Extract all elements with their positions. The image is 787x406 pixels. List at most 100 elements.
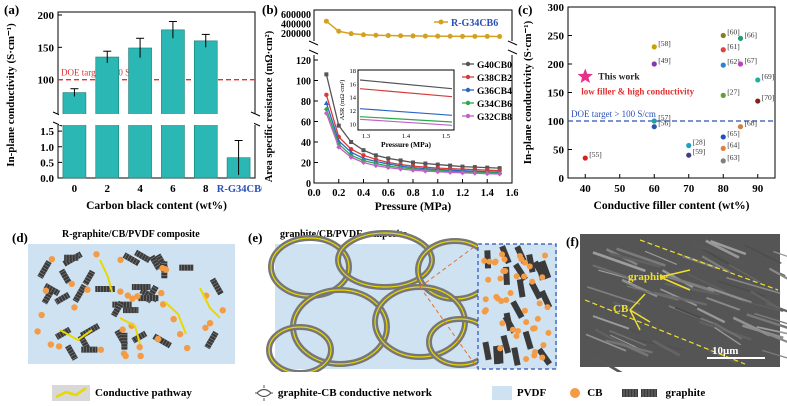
graphite-body xyxy=(528,280,543,300)
sem-texture-stroke xyxy=(667,275,715,293)
legend-cb: CB xyxy=(568,386,602,400)
ytick-label-b-upper: 200000 xyxy=(281,29,311,40)
cb-particle xyxy=(536,300,543,307)
graphite-stripe xyxy=(142,331,146,338)
legend-pvdf: PVDF xyxy=(491,386,546,400)
graphite-stripe xyxy=(70,353,76,358)
point-G40CB0 xyxy=(411,160,415,165)
sem-texture-stroke xyxy=(701,255,731,274)
sem-arrow xyxy=(629,309,641,331)
graphite-stripe xyxy=(134,336,139,342)
point-c xyxy=(686,142,692,149)
graphite-stripe xyxy=(74,295,81,300)
graphite-stripe xyxy=(62,275,69,279)
point-c xyxy=(720,32,726,39)
point-G32CB8 xyxy=(385,165,391,171)
bar-a xyxy=(193,40,218,179)
graphite-stripe xyxy=(68,351,75,355)
graphite-stripe xyxy=(84,279,90,283)
point-G40CB0 xyxy=(349,140,354,144)
graphite-flake xyxy=(528,280,543,300)
cb-particle xyxy=(500,268,507,275)
ytick-label-b-upper: 400000 xyxy=(281,20,311,31)
graphite-stripe xyxy=(61,272,67,277)
cb-particle xyxy=(119,326,126,333)
graphite-body xyxy=(204,330,219,350)
point-G32CB8 xyxy=(398,166,404,172)
graphite-stripe xyxy=(59,270,66,274)
ytick-label-a: 150 xyxy=(38,42,55,54)
sem-texture-stroke xyxy=(664,282,720,296)
xaxis-label-b: Pressure (MPa) xyxy=(375,201,452,213)
break-mark-right-top xyxy=(250,111,261,117)
point-c xyxy=(720,47,726,53)
xtick-label-c: 80 xyxy=(718,183,730,195)
xaxis-label-a: Carbon black content (wt%) xyxy=(86,200,227,212)
graphite-body xyxy=(499,245,512,265)
graphite-stripe xyxy=(58,332,63,338)
graphite-body xyxy=(138,295,159,302)
ytick-label-b: 40 xyxy=(301,138,311,149)
graphite-body xyxy=(65,344,78,361)
legend-label-G36CB4: G36CB4 xyxy=(477,87,512,97)
graphite-flake xyxy=(111,300,125,318)
sem-texture-stroke xyxy=(644,250,678,265)
cb-particle xyxy=(486,258,493,265)
point-G40CB0 xyxy=(361,148,366,153)
graphite-stripe xyxy=(212,332,218,336)
cb-particle xyxy=(513,273,520,280)
legend-row: Conductive pathway graphite-CB conductiv… xyxy=(52,382,787,404)
cb-particle xyxy=(481,308,488,315)
point-label-c: [28] xyxy=(693,138,706,147)
graphite-flake xyxy=(65,344,78,361)
graphite-stripe xyxy=(39,271,45,276)
point-label-c: [62] xyxy=(727,57,740,66)
graphite-stripe xyxy=(85,276,92,280)
graphite-stripe xyxy=(206,342,212,347)
point-r-g34cb6 xyxy=(373,32,379,38)
graphite-stripe xyxy=(116,333,123,337)
point-G40CB0 xyxy=(324,72,329,77)
graphite-stripe xyxy=(143,290,148,296)
cb-particle xyxy=(521,307,528,314)
point-G32CB8 xyxy=(484,171,490,177)
graphite-stripe xyxy=(37,274,44,279)
point-r-g34cb6 xyxy=(447,33,453,39)
sem-arrow xyxy=(659,276,691,291)
yaxis-label-b: Area specific resistance (mΩ·cm²) xyxy=(264,30,275,182)
graphite-stripe xyxy=(55,289,59,296)
point-r-g34cb6 xyxy=(435,33,441,39)
graphite-flake xyxy=(64,254,79,261)
graphite-body xyxy=(500,334,512,354)
point-G32CB8 xyxy=(336,144,342,150)
graphite-stripe xyxy=(77,252,82,258)
ytick-label-b: 60 xyxy=(301,118,311,129)
cb-particle xyxy=(529,278,536,285)
pathway-line xyxy=(119,317,141,345)
graphite-body xyxy=(503,312,514,332)
graphite-flake xyxy=(510,300,525,319)
this-work-star-icon xyxy=(577,68,593,84)
ytick-label-b: 100 xyxy=(296,77,311,88)
sem-label-cb: CB xyxy=(613,303,629,315)
sem-texture-stroke xyxy=(605,339,653,354)
cb-particle xyxy=(482,296,489,303)
graphite-flake xyxy=(131,284,151,291)
cb-particle xyxy=(521,273,528,280)
cb-particle xyxy=(38,311,45,319)
sem-texture-stroke xyxy=(585,333,627,352)
sem-texture-stroke xyxy=(762,349,787,359)
graphite-stripe xyxy=(62,294,67,300)
sem-texture-stroke xyxy=(586,285,641,305)
graphite-flake xyxy=(204,330,219,350)
graphite-body xyxy=(539,289,553,309)
legend-marker-G38CB2 xyxy=(465,74,471,80)
sem-texture-stroke xyxy=(612,300,642,316)
point-r-g34cb6 xyxy=(398,33,404,39)
point-label-c: [70] xyxy=(762,93,775,102)
graphite-stripe xyxy=(88,271,95,275)
xtick-label-b: 0.8 xyxy=(406,188,419,199)
point-r-g34cb6 xyxy=(348,31,354,37)
point-label-c: [63] xyxy=(727,153,740,162)
sem-texture-stroke xyxy=(741,300,784,312)
